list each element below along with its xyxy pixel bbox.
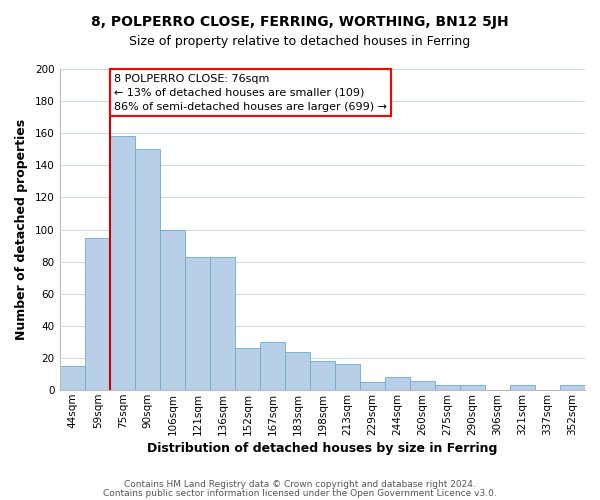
Text: Contains HM Land Registry data © Crown copyright and database right 2024.: Contains HM Land Registry data © Crown c…: [124, 480, 476, 489]
Bar: [410, 380, 435, 390]
Bar: [260, 342, 285, 390]
Bar: [185, 257, 210, 390]
Bar: [335, 364, 360, 390]
Text: Size of property relative to detached houses in Ferring: Size of property relative to detached ho…: [130, 35, 470, 48]
Bar: [460, 386, 485, 390]
Y-axis label: Number of detached properties: Number of detached properties: [15, 119, 28, 340]
Bar: [235, 348, 260, 390]
X-axis label: Distribution of detached houses by size in Ferring: Distribution of detached houses by size …: [148, 442, 498, 455]
Bar: [160, 230, 185, 390]
Bar: [560, 386, 585, 390]
Bar: [360, 382, 385, 390]
Bar: [435, 386, 460, 390]
Bar: [110, 136, 135, 390]
Bar: [60, 366, 85, 390]
Bar: [510, 386, 535, 390]
Text: 8, POLPERRO CLOSE, FERRING, WORTHING, BN12 5JH: 8, POLPERRO CLOSE, FERRING, WORTHING, BN…: [91, 15, 509, 29]
Bar: [135, 150, 160, 390]
Bar: [385, 378, 410, 390]
Bar: [85, 238, 110, 390]
Bar: [210, 257, 235, 390]
Bar: [285, 352, 310, 390]
Text: 8 POLPERRO CLOSE: 76sqm
← 13% of detached houses are smaller (109)
86% of semi-d: 8 POLPERRO CLOSE: 76sqm ← 13% of detache…: [114, 74, 387, 112]
Text: Contains public sector information licensed under the Open Government Licence v3: Contains public sector information licen…: [103, 488, 497, 498]
Bar: [310, 361, 335, 390]
